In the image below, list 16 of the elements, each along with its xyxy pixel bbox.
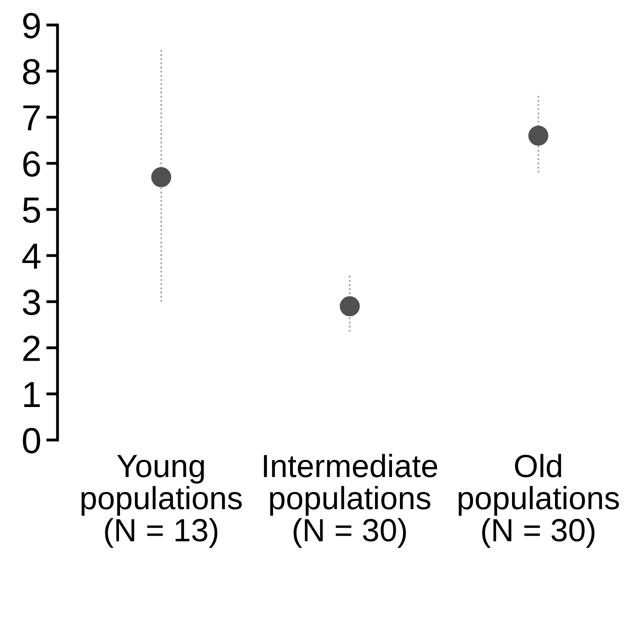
y-tick-label: 2 xyxy=(23,336,40,361)
y-tick-label: 9 xyxy=(23,12,40,38)
y-tick-label: 5 xyxy=(22,198,40,223)
y-tick-label: 3 xyxy=(22,290,40,316)
point xyxy=(151,167,172,188)
x-tick-label: Intermediate populations (N = 30) xyxy=(264,454,438,548)
y-tick-label: 0 xyxy=(22,428,40,454)
y-tick-label: 4 xyxy=(22,244,40,269)
point xyxy=(528,126,548,146)
y-tick-label: 6 xyxy=(23,151,40,177)
y-tick-label: 8 xyxy=(23,58,40,85)
x-tick-label: Old populations (N = 30) xyxy=(458,454,619,548)
point xyxy=(340,296,360,316)
y-tick-label: 7 xyxy=(23,105,40,130)
x-tick-label: Young populations (N = 13) xyxy=(82,455,242,548)
y-tick-label: 1 xyxy=(24,382,40,407)
